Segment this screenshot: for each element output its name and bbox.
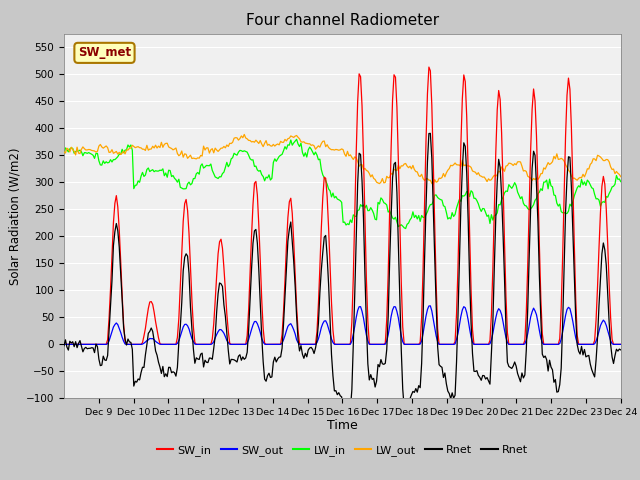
Text: SW_met: SW_met (78, 47, 131, 60)
Title: Four channel Radiometer: Four channel Radiometer (246, 13, 439, 28)
Y-axis label: Solar Radiation (W/m2): Solar Radiation (W/m2) (9, 147, 22, 285)
Legend: SW_in, SW_out, LW_in, LW_out, Rnet, Rnet: SW_in, SW_out, LW_in, LW_out, Rnet, Rnet (152, 441, 532, 460)
X-axis label: Time: Time (327, 419, 358, 432)
